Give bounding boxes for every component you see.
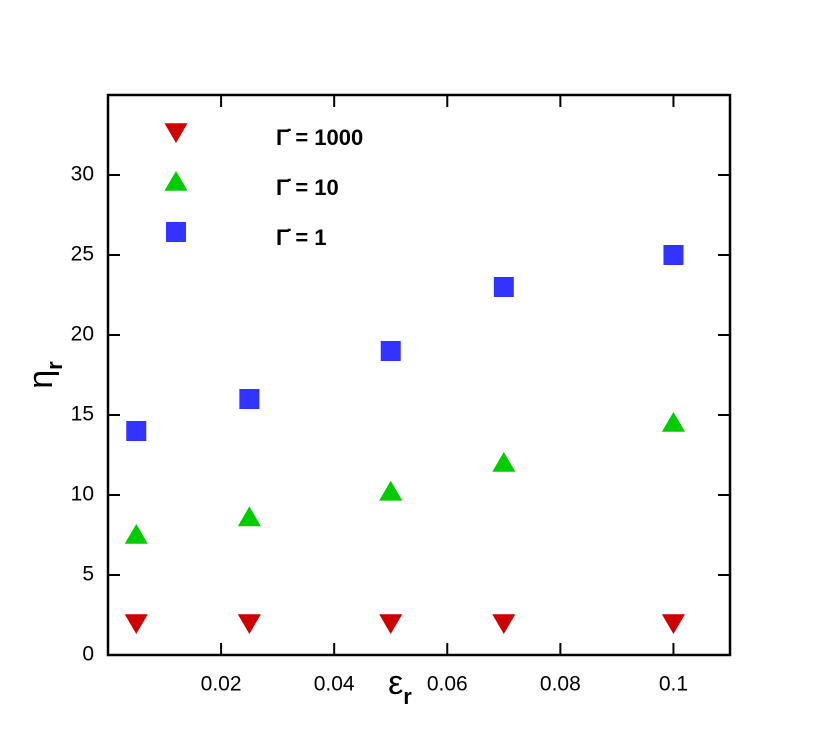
data-point bbox=[380, 341, 401, 361]
y-label-subscript: r bbox=[42, 361, 67, 370]
x-axis-label: εr bbox=[388, 664, 412, 709]
x-tick-label: 0.1 bbox=[659, 673, 688, 696]
data-point bbox=[493, 277, 514, 297]
legend-label: Γ̇ = 1 bbox=[276, 225, 327, 250]
x-tick-label: 0.02 bbox=[201, 673, 242, 696]
x-label-subscript: r bbox=[403, 684, 412, 709]
data-point bbox=[237, 506, 261, 527]
data-point bbox=[663, 245, 684, 265]
x-tick-label: 0.06 bbox=[427, 673, 468, 696]
data-point bbox=[379, 614, 403, 634]
plot-frame bbox=[106, 93, 732, 657]
y-label-symbol: η bbox=[22, 370, 60, 389]
y-tick-label: 5 bbox=[82, 563, 94, 586]
y-tick-label: 10 bbox=[71, 483, 94, 506]
data-point bbox=[661, 614, 686, 634]
data-point bbox=[492, 452, 516, 472]
legend-label: Γ̇ = 10 bbox=[276, 175, 339, 200]
data-point bbox=[126, 421, 147, 441]
data-point bbox=[661, 412, 686, 432]
data-point bbox=[239, 389, 260, 409]
y-tick-label: 30 bbox=[71, 163, 94, 186]
data-point bbox=[124, 524, 148, 544]
x-tick-label: 0.08 bbox=[540, 673, 581, 696]
x-tick-label: 0.04 bbox=[314, 673, 355, 696]
x-label-symbol: ε bbox=[388, 664, 403, 702]
y-tick-label: 15 bbox=[71, 403, 94, 426]
data-point bbox=[124, 614, 148, 634]
y-tick-label: 25 bbox=[71, 243, 94, 266]
legend-marker bbox=[164, 123, 188, 143]
y-tick-label: 0 bbox=[82, 643, 94, 666]
legend-marker bbox=[166, 222, 186, 242]
legend-marker bbox=[164, 171, 188, 191]
data-point bbox=[237, 614, 261, 634]
y-axis-label: ηr bbox=[22, 361, 67, 389]
y-tick-label: 20 bbox=[71, 323, 94, 346]
legend-label: Γ̇ = 1000 bbox=[276, 125, 363, 150]
data-point bbox=[379, 480, 403, 501]
data-point bbox=[492, 614, 516, 634]
